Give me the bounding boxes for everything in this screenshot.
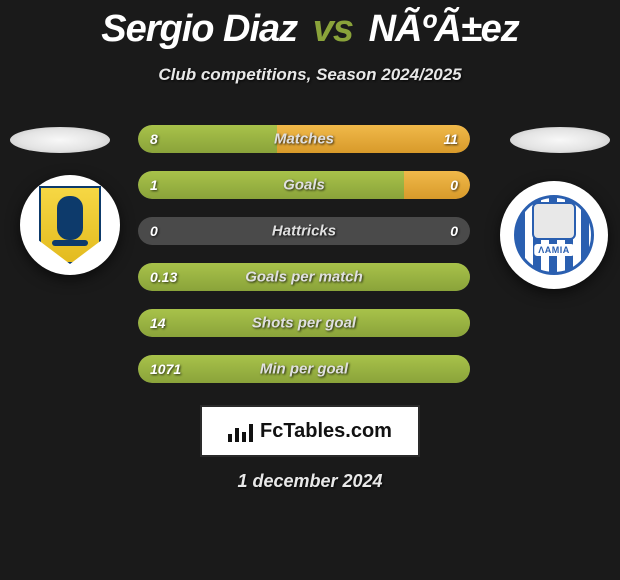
stat-row: 8 11 Matches	[138, 125, 470, 153]
stat-bars: 8 11 Matches 1 0 Goals 0 0 Hattricks 0.13 Goals pe…	[138, 125, 470, 401]
shield-icon	[39, 186, 101, 264]
player2-name: NÃºÃ±ez	[369, 8, 519, 50]
stat-value-left: 14	[150, 315, 166, 331]
stat-fill-left	[138, 171, 404, 199]
comparison-stage: ΛΑΜΙΑ 8 11 Matches 1 0 Goals 0 0 Hattricks 0.13 Go…	[0, 115, 620, 405]
stat-row: 0 0 Hattricks	[138, 217, 470, 245]
vs-label: vs	[313, 8, 353, 50]
stat-label: Hattricks	[272, 223, 336, 240]
stat-row: 0.13 Goals per match	[138, 263, 470, 291]
brand-box: FcTables.com	[200, 405, 420, 457]
stat-value-left: 0.13	[150, 269, 177, 285]
shield-icon: ΛΑΜΙΑ	[514, 195, 594, 275]
stat-row: 1 0 Goals	[138, 171, 470, 199]
stat-label: Goals	[283, 177, 325, 194]
date-label: 1 december 2024	[0, 471, 620, 492]
stat-label: Min per goal	[260, 361, 348, 378]
spotlight-left	[10, 127, 110, 153]
stat-value-right: 11	[443, 131, 458, 147]
stat-value-right: 0	[450, 223, 458, 239]
stat-label: Matches	[274, 131, 334, 148]
bar-chart-icon	[228, 420, 254, 442]
stat-value-right: 0	[450, 177, 458, 193]
stat-value-left: 0	[150, 223, 158, 239]
stat-value-left: 1	[150, 177, 158, 193]
stat-label: Shots per goal	[252, 315, 356, 332]
subtitle: Club competitions, Season 2024/2025	[0, 65, 620, 85]
stat-label: Goals per match	[245, 269, 363, 286]
stat-fill-left	[138, 125, 277, 153]
stat-row: 1071 Min per goal	[138, 355, 470, 383]
page-title: Sergio Diaz vs NÃºÃ±ez	[0, 0, 620, 51]
spotlight-right	[510, 127, 610, 153]
stat-value-left: 1071	[150, 361, 181, 377]
stat-fill-right	[404, 171, 470, 199]
player1-name: Sergio Diaz	[101, 8, 297, 50]
crest-right-label: ΛΑΜΙΑ	[534, 244, 574, 256]
club-crest-left	[20, 175, 120, 275]
stat-value-left: 8	[150, 131, 158, 147]
club-crest-right: ΛΑΜΙΑ	[500, 181, 608, 289]
stat-row: 14 Shots per goal	[138, 309, 470, 337]
brand-text: FcTables.com	[260, 420, 392, 443]
brand-suffix: Tables.com	[283, 420, 392, 442]
